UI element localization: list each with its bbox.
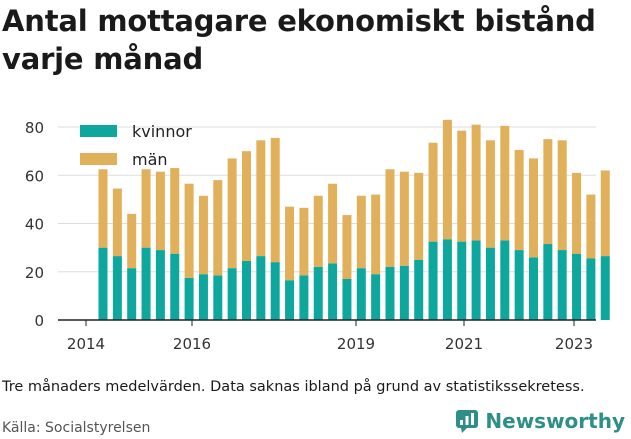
bar-kvinnor [572, 253, 582, 320]
bar-kvinnor [500, 240, 510, 320]
bar-kvinnor [227, 268, 237, 320]
bar-kvinnor [600, 256, 610, 320]
stacked-bar-chart: 0 20 40 60 80 2014 2016 2019 2021 2023 kvinnor män [25, 119, 610, 353]
y-tick-label: 0 [34, 312, 44, 330]
bar-man [371, 194, 381, 275]
bar-kvinnor [457, 241, 467, 320]
bar-kvinnor [270, 262, 280, 320]
bar-kvinnor [242, 260, 251, 320]
bar-man [485, 140, 495, 248]
x-tick-label: 2019 [337, 335, 375, 353]
brand-logo: Newsworthy [455, 409, 625, 433]
bar-kvinnor [385, 266, 395, 320]
bar-man [457, 130, 467, 242]
bar-man [356, 195, 366, 269]
y-tick-label: 20 [25, 264, 44, 282]
bar-kvinnor [442, 239, 452, 320]
bar-man [514, 149, 524, 251]
bar-kvinnor [285, 280, 295, 320]
bar-man [586, 194, 596, 259]
legend-label: kvinnor [132, 122, 192, 141]
bar-man [557, 140, 567, 251]
bar-kvinnor [256, 256, 266, 320]
bar-man [600, 170, 610, 257]
bar-man [299, 207, 309, 276]
bar-man [399, 171, 409, 266]
bar-man [428, 142, 438, 242]
legend-label: män [132, 150, 168, 169]
bar-kvinnor [356, 268, 366, 320]
bar-man [328, 183, 338, 264]
bar-kvinnor [213, 275, 223, 320]
brand-name: Newsworthy [485, 409, 625, 433]
bar-man [155, 171, 165, 251]
bar-man [242, 151, 251, 261]
bar-man [471, 124, 481, 241]
bar-man [529, 158, 538, 258]
x-tick-label: 2023 [555, 335, 593, 353]
bar-kvinnor [414, 259, 424, 320]
bar-kvinnor [399, 265, 409, 320]
bar-kvinnor [127, 268, 137, 320]
bar-kvinnor [328, 263, 338, 320]
source-text: Källa: Socialstyrelsen [2, 420, 151, 436]
bar-man [313, 195, 323, 267]
y-tick-label: 80 [25, 119, 44, 137]
bar-man [442, 119, 452, 240]
bar-man [227, 158, 237, 269]
bar-man [543, 139, 553, 245]
bar-kvinnor [342, 279, 352, 320]
bar-kvinnor [529, 257, 538, 320]
bar-man [385, 169, 395, 267]
bar-kvinnor [371, 274, 381, 320]
x-tick-label: 2016 [173, 335, 211, 353]
y-tick-label: 40 [25, 216, 44, 234]
bar-kvinnor [155, 250, 165, 320]
bar-kvinnor [485, 247, 495, 320]
bar-kvinnor [543, 244, 553, 320]
bar-man [414, 172, 424, 260]
bar-man [184, 183, 194, 278]
chart-title: Antal mottagare ekonomiskt bistånd varje… [2, 4, 596, 76]
bar-man [112, 188, 122, 257]
bar-man [141, 169, 151, 248]
bar-man [572, 172, 582, 254]
chart-note: Tre månaders medelvärden. Data saknas ib… [2, 379, 585, 395]
bar-kvinnor [184, 277, 194, 320]
bar-kvinnor [112, 256, 122, 320]
bar-man [285, 206, 295, 281]
bar-man [500, 125, 510, 241]
bar-kvinnor [586, 258, 596, 320]
legend-swatch [80, 125, 117, 137]
bar-man [98, 169, 108, 248]
bar-man [270, 137, 280, 263]
bar-man [256, 140, 266, 257]
bar-kvinnor [557, 250, 567, 320]
bar-kvinnor [428, 241, 438, 320]
bar-man [213, 180, 223, 276]
bar-man [198, 195, 208, 275]
bar-kvinnor [141, 247, 151, 320]
bar-man [127, 213, 137, 269]
x-tick-label: 2021 [445, 335, 483, 353]
bar-kvinnor [313, 266, 323, 320]
bar-kvinnor [514, 250, 524, 320]
bar-kvinnor [170, 253, 180, 320]
bar-kvinnor [299, 275, 309, 320]
bar-man [342, 215, 352, 279]
legend-swatch [80, 153, 117, 165]
y-tick-label: 60 [25, 167, 44, 185]
bar-man [170, 168, 180, 254]
newsworthy-logo-icon [456, 410, 479, 433]
bar-kvinnor [98, 247, 108, 320]
bar-kvinnor [198, 274, 208, 320]
x-tick-label: 2014 [67, 335, 105, 353]
bar-kvinnor [471, 240, 481, 320]
